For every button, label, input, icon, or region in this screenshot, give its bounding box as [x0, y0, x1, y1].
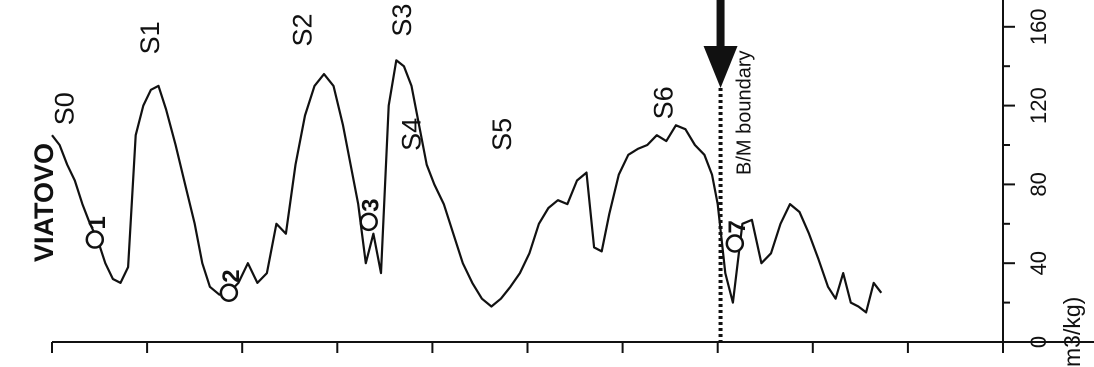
- sample-point: [219, 283, 239, 302]
- stage-label: S5: [487, 118, 517, 151]
- y-tick-label: 0: [1026, 336, 1051, 348]
- boundary-label: B/M boundary: [734, 50, 756, 175]
- sample-point: [85, 230, 105, 249]
- axes-group: [51, 0, 1094, 353]
- sample-label: 1: [84, 216, 111, 229]
- sample-label: 2: [218, 269, 245, 282]
- stage-label: S0: [50, 92, 80, 125]
- y-tick-label: 120: [1026, 87, 1051, 124]
- series-line: [51, 59, 883, 314]
- stage-label: S2: [287, 13, 317, 46]
- y-axis-label: m3/kg): [1059, 297, 1085, 367]
- stage-label: S1: [135, 21, 165, 54]
- y-tick-label: 160: [1026, 8, 1051, 45]
- boundary-arrow-head: [703, 46, 738, 88]
- stage-label: S6: [649, 86, 679, 119]
- stage-label: S4: [397, 118, 427, 151]
- y-tick-label: 80: [1026, 172, 1051, 196]
- labels-group: 0 40 80 120 160 B/M boundary S0 S1 S2 S3 S4 S5 S6 1 2 3…: [50, 4, 1051, 349]
- y-tick-label: 40: [1026, 251, 1051, 275]
- sample-point: [359, 212, 378, 232]
- stage-label: S3: [387, 4, 417, 37]
- sample-label: 7: [724, 220, 751, 233]
- marks-group: [51, 0, 883, 342]
- chart-title: VIATOVO: [29, 143, 59, 262]
- sample-label: 3: [358, 198, 385, 211]
- sample-point: [725, 234, 745, 253]
- boundary-arrow-shaft: [716, 0, 725, 52]
